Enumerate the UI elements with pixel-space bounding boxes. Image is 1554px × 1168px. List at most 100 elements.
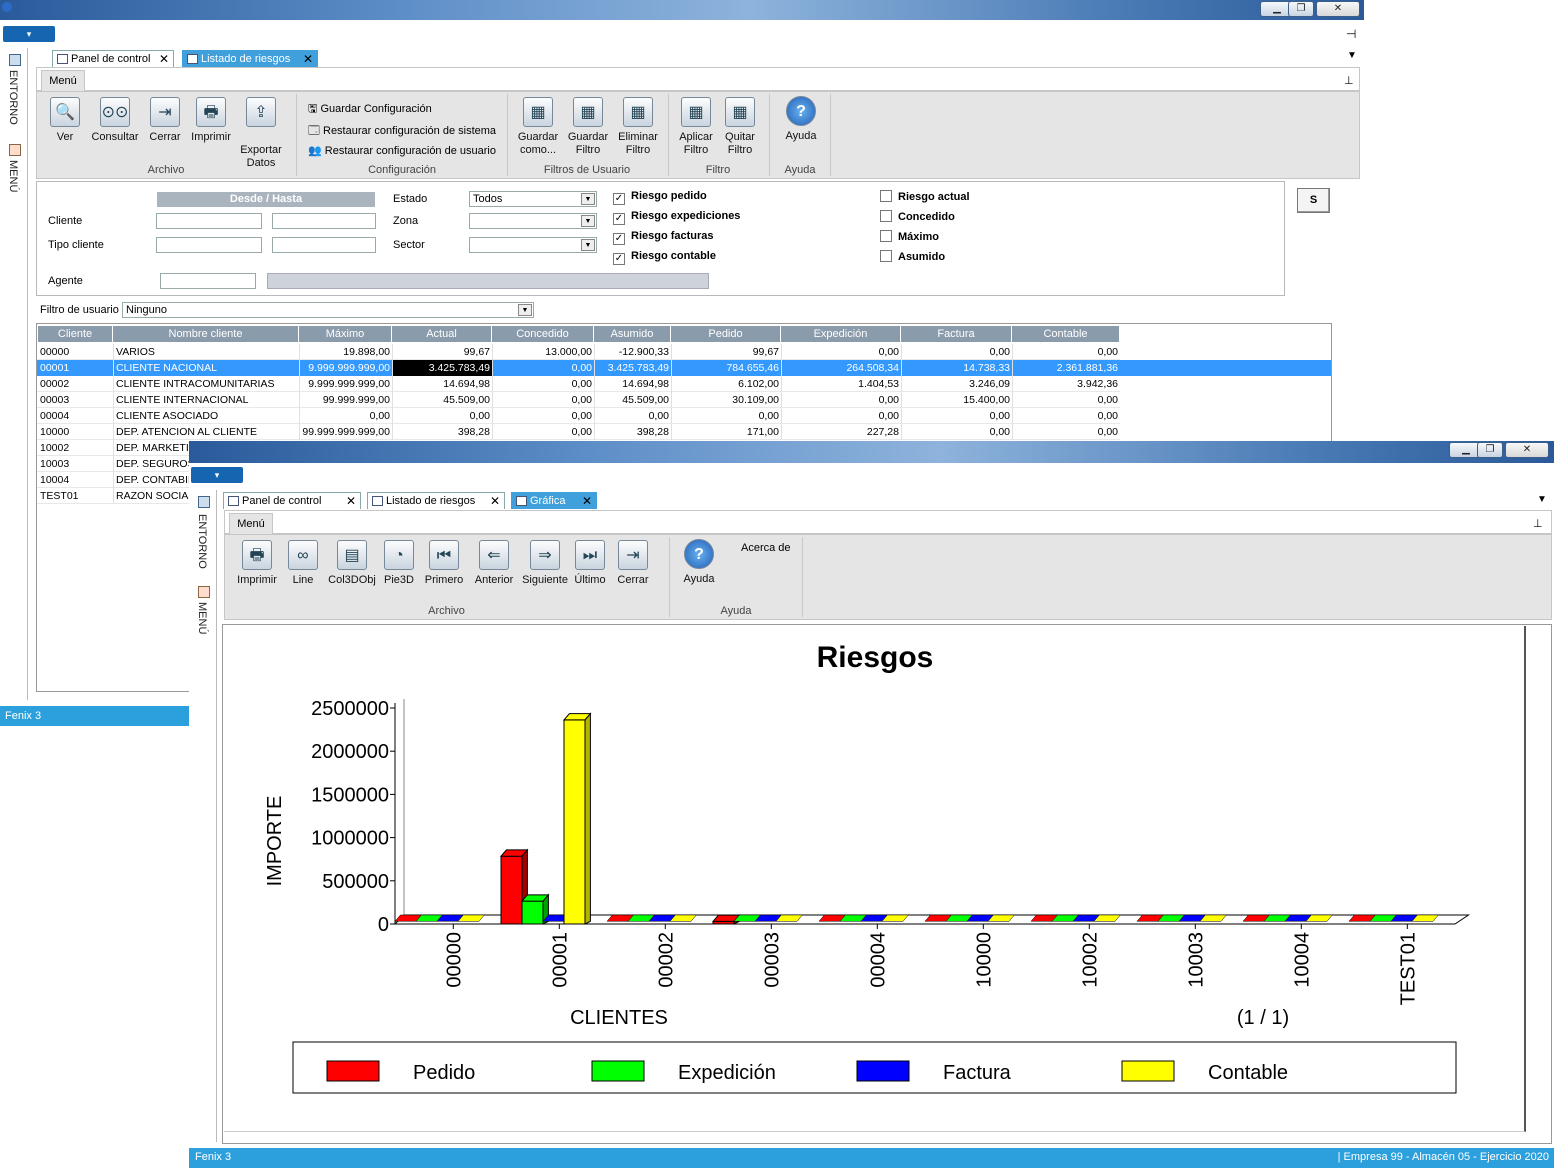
cliente-desde-input[interactable] — [156, 213, 262, 229]
app-menu-button[interactable]: ▾ — [191, 467, 243, 483]
sidebar-menu[interactable]: MENÚ — [196, 602, 208, 635]
ribbon-pin-icon[interactable]: ⊥ — [1344, 75, 1354, 87]
checkbox-concedido[interactable]: Concedido — [880, 210, 955, 223]
aplicar-filtro-button[interactable]: ▦ Aplicar Filtro — [674, 97, 718, 157]
restore-button[interactable]: ❐ — [1288, 1, 1314, 17]
sector-select[interactable]: ▼ — [469, 237, 597, 253]
eliminar-filtro-button[interactable]: ▦ Eliminar Filtro — [613, 97, 663, 157]
menu-icon[interactable] — [9, 144, 21, 156]
quitar-filtro-button[interactable]: ▦ Quitar Filtro — [718, 97, 762, 157]
siguiente-button[interactable]: ⇒ Siguiente — [520, 540, 570, 587]
restore-user-config-button[interactable]: 👥 Restaurar configuración de usuario — [308, 144, 496, 157]
close-tab-icon[interactable]: ✕ — [302, 52, 313, 66]
ultimo-button[interactable]: ⏭ Último — [570, 540, 610, 587]
sidebar-menu[interactable]: MENÚ — [7, 160, 19, 193]
column-header-maximo[interactable]: Máximo — [299, 326, 392, 342]
tab-panel-control[interactable]: Panel de control ✕ — [52, 50, 174, 67]
column-header-cliente[interactable]: Cliente — [38, 326, 113, 342]
primero-button[interactable]: ⏮ Primero — [420, 540, 468, 587]
checkbox-riesgo-facturas[interactable]: ✓ Riesgo facturas — [613, 230, 714, 245]
s-button[interactable]: S — [1297, 188, 1330, 213]
ribbon-tab-menu[interactable]: Menú — [229, 513, 273, 534]
table-row[interactable]: 00003 CLIENTE INTERNACIONAL 99.999.999,00 4… — [37, 392, 1120, 408]
app-menu-button[interactable]: ▾ — [3, 26, 55, 42]
chevron-down-icon[interactable]: ▼ — [518, 304, 532, 316]
close-button[interactable]: ✕ — [1505, 442, 1549, 458]
restore-button[interactable]: ❐ — [1477, 442, 1503, 458]
cerrar-button[interactable]: ⇥ Cerrar — [610, 540, 656, 587]
tipo-cliente-hasta-input[interactable] — [272, 237, 376, 253]
acerca-de-button[interactable]: Acerca de — [741, 542, 791, 554]
cerrar-button[interactable]: ⇥ Cerrar — [142, 97, 188, 144]
line-button[interactable]: ∞ Line — [280, 540, 326, 587]
table-row[interactable]: 10000 DEP. ATENCION AL CLIENTE 99.999.999.… — [37, 424, 1120, 440]
tab-grafica[interactable]: Gráfica ✕ — [511, 492, 597, 509]
guardar-como-button[interactable]: ▦ Guardar como... — [513, 97, 563, 157]
close-tab-icon[interactable]: ✕ — [158, 52, 169, 66]
checkbox-icon[interactable] — [880, 250, 892, 262]
sidebar-entorno[interactable]: ENTORNO — [7, 70, 19, 125]
zona-select[interactable]: ▼ — [469, 213, 597, 229]
close-button[interactable]: ✕ — [1316, 1, 1360, 17]
anterior-button[interactable]: ⇐ Anterior — [468, 540, 520, 587]
tabs-dropdown-icon[interactable]: ▼ — [1347, 50, 1357, 61]
close-tab-icon[interactable]: ✕ — [581, 494, 592, 508]
menu-icon[interactable] — [198, 586, 210, 598]
restore-system-config-button[interactable]: 🗔 Restaurar configuración de sistema — [308, 122, 496, 141]
checkbox-riesgo-contable[interactable]: ✓ Riesgo contable — [613, 250, 716, 265]
ayuda-button[interactable]: ? Ayuda — [776, 96, 826, 143]
column-header-actual[interactable]: Actual — [392, 326, 492, 342]
column-header-concedido[interactable]: Concedido — [492, 326, 594, 342]
column-header-pedido[interactable]: Pedido — [671, 326, 781, 342]
app-orb-icon[interactable] — [2, 2, 12, 12]
chevron-down-icon[interactable]: ▼ — [581, 239, 595, 251]
checkbox-icon[interactable] — [880, 230, 892, 242]
save-config-button[interactable]: 🖫 Guardar Configuración — [308, 100, 432, 119]
table-row[interactable]: 00004 CLIENTE ASOCIADO 0,00 0,00 0,00 0,00 0,0… — [37, 408, 1120, 424]
estado-select[interactable]: Todos ▼ — [469, 191, 597, 207]
checkbox-riesgo-pedido[interactable]: ✓ Riesgo pedido — [613, 190, 707, 205]
chevron-down-icon[interactable]: ▼ — [581, 215, 595, 227]
column-header-factura[interactable]: Factura — [901, 326, 1012, 342]
column-header-expedicion[interactable]: Expedición — [781, 326, 901, 342]
checkbox-icon[interactable] — [880, 210, 892, 222]
consultar-button[interactable]: ⊙⊙ Consultar — [88, 97, 142, 144]
ver-button[interactable]: 🔍 Ver — [42, 97, 88, 144]
column-header-asumido[interactable]: Asumido — [594, 326, 671, 342]
checkbox-asumido[interactable]: Asumido — [880, 250, 945, 263]
tipo-cliente-desde-input[interactable] — [156, 237, 262, 253]
tab-listado-riesgos[interactable]: Listado de riesgos ✕ — [182, 50, 318, 67]
column-header-contable[interactable]: Contable — [1012, 326, 1120, 342]
table-row[interactable]: 00001 CLIENTE NACIONAL 9.999.999.999,00 3.4… — [37, 360, 1331, 376]
imprimir-button[interactable]: 🖶 Imprimir — [188, 97, 234, 144]
checkbox-riesgo-expediciones[interactable]: ✓ Riesgo expediciones — [613, 210, 740, 225]
checkbox-icon[interactable] — [880, 190, 892, 202]
imprimir-button[interactable]: 🖶 Imprimir — [234, 540, 280, 587]
cliente-hasta-input[interactable] — [272, 213, 376, 229]
guardar-filtro-button[interactable]: ▦ Guardar Filtro — [563, 97, 613, 157]
tab-listado-riesgos[interactable]: Listado de riesgos ✕ — [367, 492, 505, 509]
close-tab-icon[interactable]: ✕ — [345, 494, 356, 508]
agente-input[interactable] — [160, 273, 256, 289]
ayuda-button[interactable]: ? Ayuda — [674, 539, 724, 586]
checkbox-riesgo-actual[interactable]: Riesgo actual — [880, 190, 970, 203]
column-header-nombre-cliente[interactable]: Nombre cliente — [113, 326, 299, 342]
exportar-datos-button[interactable]: ⇪ Exportar Datos — [234, 97, 288, 170]
ribbon-pin-icon[interactable]: ⊥ — [1533, 518, 1543, 530]
tab-panel-control[interactable]: Panel de control ✕ — [223, 492, 361, 509]
entorno-icon[interactable] — [198, 496, 210, 508]
checkbox-icon[interactable]: ✓ — [613, 193, 625, 205]
sidebar-entorno[interactable]: ENTORNO — [196, 514, 208, 569]
chevron-down-icon[interactable]: ▼ — [581, 193, 595, 205]
table-row[interactable]: 00000 VARIOS 19.898,00 99,67 13.000,00 -12.90… — [37, 344, 1120, 360]
close-tab-icon[interactable]: ✕ — [489, 494, 500, 508]
pin-icon[interactable]: ⊣ — [1346, 27, 1357, 41]
entorno-icon[interactable] — [9, 54, 21, 66]
table-row[interactable]: 00002 CLIENTE INTRACOMUNITARIAS 9.999.999.… — [37, 376, 1120, 392]
checkbox-icon[interactable]: ✓ — [613, 253, 625, 265]
pie3d-button[interactable]: ◔ Pie3D — [378, 540, 420, 587]
user-filter-select[interactable]: Ninguno ▼ — [122, 302, 534, 318]
checkbox-maximo[interactable]: Máximo — [880, 230, 939, 243]
checkbox-icon[interactable]: ✓ — [613, 233, 625, 245]
checkbox-icon[interactable]: ✓ — [613, 213, 625, 225]
